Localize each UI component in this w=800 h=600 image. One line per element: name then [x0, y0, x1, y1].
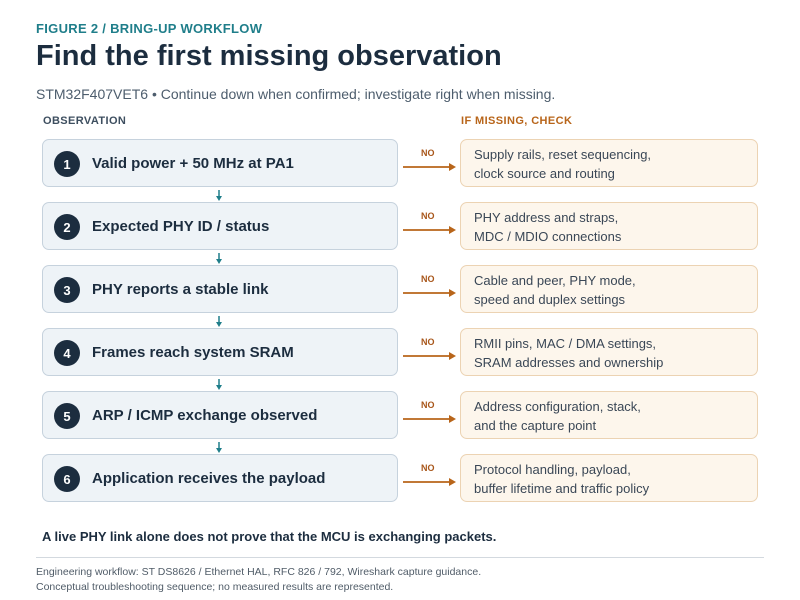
- step-number-badge: 6: [54, 466, 80, 492]
- check-text: RMII pins, MAC / DMA settings, SRAM addr…: [474, 336, 664, 370]
- arrow-right-icon: [403, 222, 457, 234]
- check-box-1: Supply rails, reset sequencing, clock so…: [460, 139, 758, 187]
- check-text: PHY address and straps, MDC / MDIO conne…: [474, 210, 622, 244]
- observation-label: Valid power + 50 MHz at PA1: [92, 154, 294, 172]
- check-box-2: PHY address and straps, MDC / MDIO conne…: [460, 202, 758, 250]
- check-box-3: Cable and peer, PHY mode, speed and dupl…: [460, 265, 758, 313]
- observation-label: PHY reports a stable link: [92, 280, 269, 298]
- arrow-down-icon: [214, 189, 224, 201]
- step-number-badge: 4: [54, 340, 80, 366]
- step-number-badge: 2: [54, 214, 80, 240]
- arrow-right-icon: [403, 159, 457, 171]
- arrow-right-icon: [403, 348, 457, 360]
- arrow-right-icon: [403, 411, 457, 423]
- observation-step-5: 5 ARP / ICMP exchange observed: [42, 391, 398, 439]
- arrow-down-icon: [214, 252, 224, 264]
- arrow-right-icon: [403, 285, 457, 297]
- check-box-5: Address configuration, stack, and the ca…: [460, 391, 758, 439]
- no-branch-label: NO: [421, 148, 435, 158]
- observation-label: Expected PHY ID / status: [92, 217, 270, 235]
- no-branch-label: NO: [421, 463, 435, 473]
- arrow-down-icon: [214, 441, 224, 453]
- no-branch-label: NO: [421, 400, 435, 410]
- footer-disclaimer: Conceptual troubleshooting sequence; no …: [36, 581, 394, 593]
- figure-kicker: FIGURE 2 / BRING-UP WORKFLOW: [36, 21, 263, 36]
- page-subtitle: STM32F407VET6 • Continue down when confi…: [36, 86, 556, 102]
- page-title: Find the first missing observation: [36, 40, 502, 72]
- arrow-right-icon: [403, 474, 457, 486]
- observation-label: Application receives the payload: [92, 469, 326, 487]
- footer-divider: [36, 557, 764, 558]
- check-box-6: Protocol handling, payload, buffer lifet…: [460, 454, 758, 502]
- observation-label: Frames reach system SRAM: [92, 343, 294, 361]
- check-text: Cable and peer, PHY mode, speed and dupl…: [474, 273, 636, 307]
- check-text: Protocol handling, payload, buffer lifet…: [474, 462, 650, 496]
- observation-column-header: OBSERVATION: [43, 115, 127, 127]
- no-branch-label: NO: [421, 274, 435, 284]
- check-box-4: RMII pins, MAC / DMA settings, SRAM addr…: [460, 328, 758, 376]
- arrow-down-icon: [214, 378, 224, 390]
- observation-step-1: 1 Valid power + 50 MHz at PA1: [42, 139, 398, 187]
- check-text: Supply rails, reset sequencing, clock so…: [474, 147, 652, 181]
- observation-step-3: 3 PHY reports a stable link: [42, 265, 398, 313]
- observation-label: ARP / ICMP exchange observed: [92, 406, 318, 424]
- check-text: Address configuration, stack, and the ca…: [474, 399, 641, 433]
- step-number-badge: 1: [54, 151, 80, 177]
- observation-step-6: 6 Application receives the payload: [42, 454, 398, 502]
- arrow-down-icon: [214, 315, 224, 327]
- takeaway-note: A live PHY link alone does not prove tha…: [42, 529, 497, 544]
- observation-step-4: 4 Frames reach system SRAM: [42, 328, 398, 376]
- check-column-header: IF MISSING, CHECK: [461, 115, 573, 127]
- observation-step-2: 2 Expected PHY ID / status: [42, 202, 398, 250]
- footer-sources: Engineering workflow: ST DS8626 / Ethern…: [36, 566, 482, 578]
- step-number-badge: 5: [54, 403, 80, 429]
- no-branch-label: NO: [421, 337, 435, 347]
- no-branch-label: NO: [421, 211, 435, 221]
- step-number-badge: 3: [54, 277, 80, 303]
